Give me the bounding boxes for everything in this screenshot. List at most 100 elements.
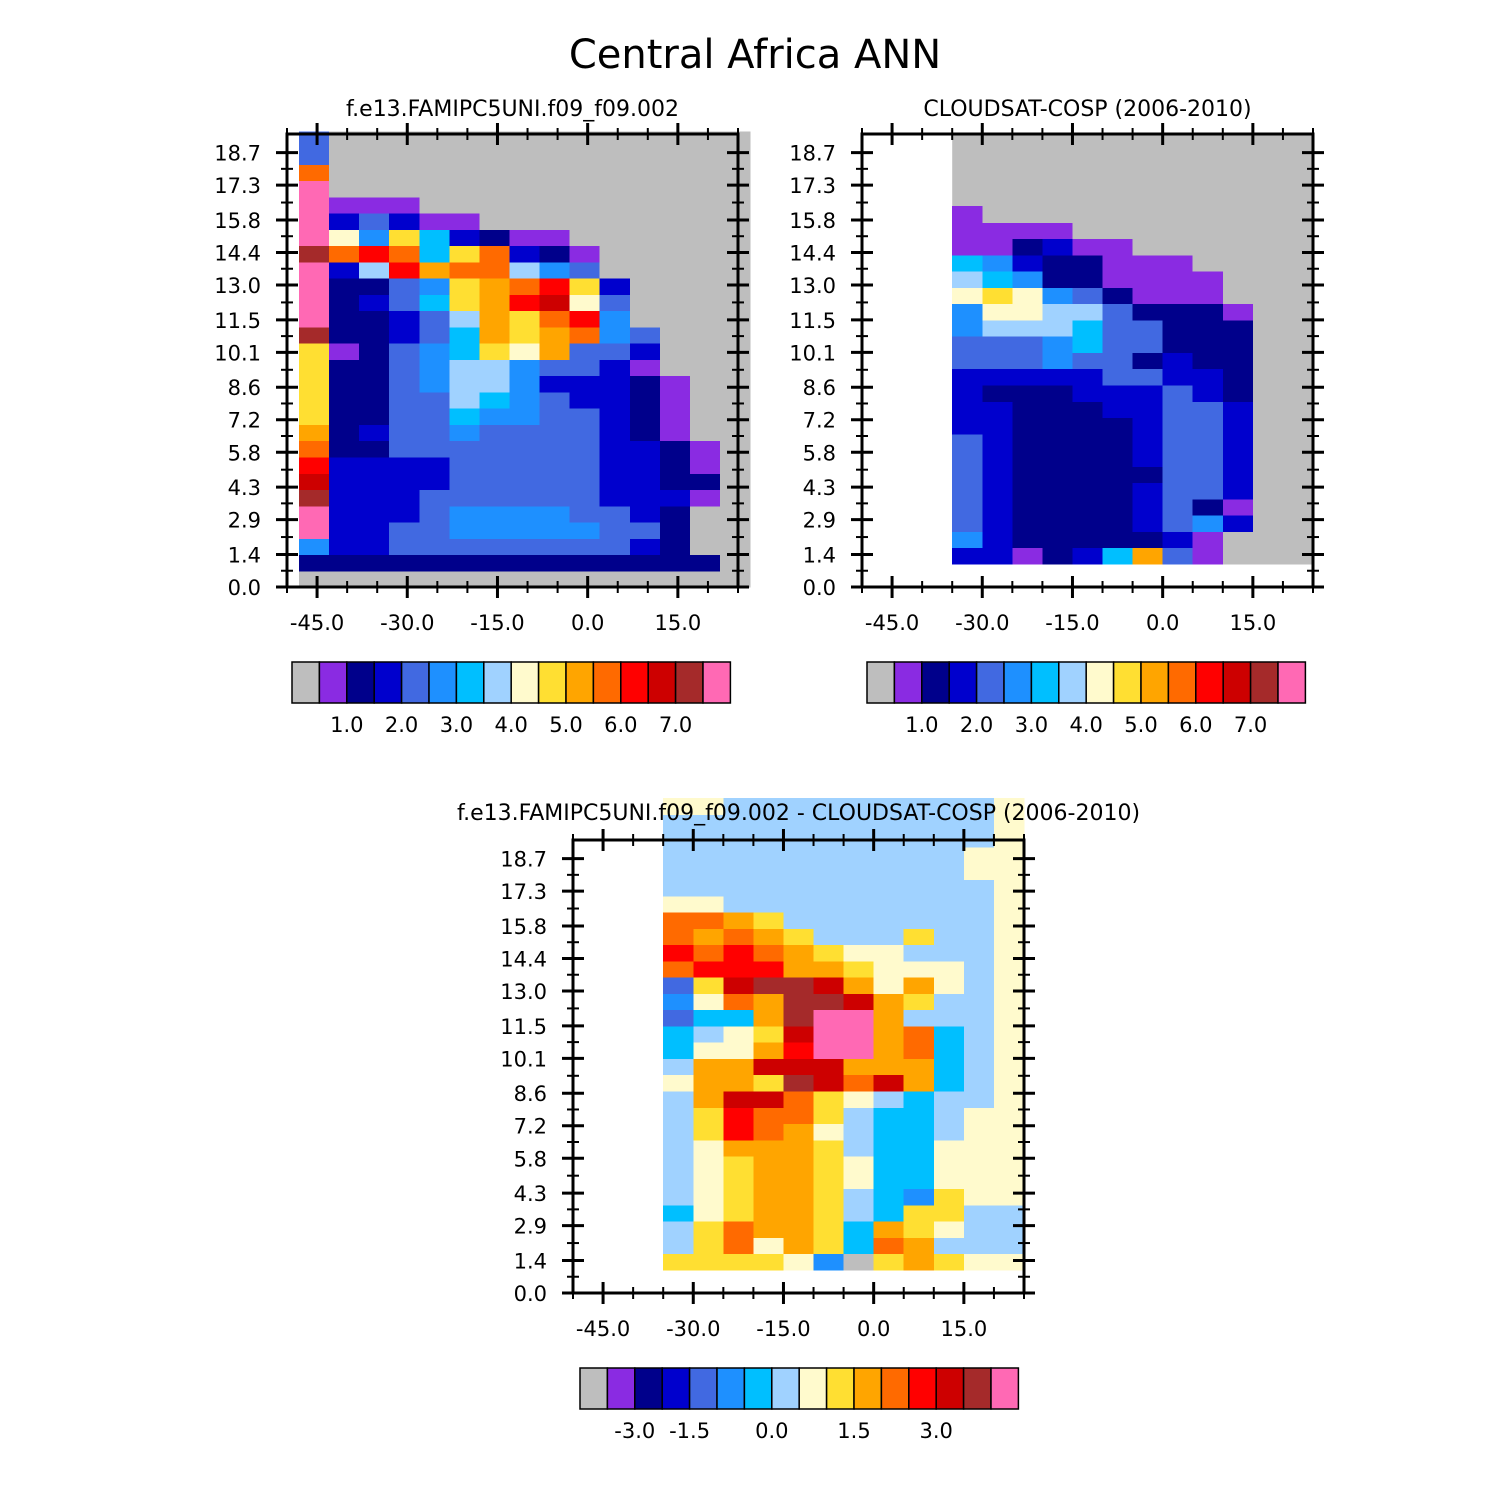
heatmap-cell	[569, 278, 601, 295]
heatmap-cell	[419, 521, 450, 539]
heatmap-cell	[963, 1107, 995, 1125]
heatmap-cell	[719, 538, 751, 556]
heatmap-cell	[449, 180, 481, 198]
heatmap-cell	[1162, 449, 1194, 467]
heatmap-cell	[1012, 206, 1043, 223]
heatmap-cell	[783, 1220, 815, 1238]
heatmap-cell	[1192, 449, 1224, 467]
heatmap-cell	[539, 570, 571, 588]
heatmap-cell	[599, 131, 631, 149]
heatmap-cell	[1012, 417, 1043, 435]
heatmap-cell	[1252, 498, 1284, 516]
heatmap-cell	[629, 343, 661, 360]
colorbar-box	[291, 661, 321, 704]
heatmap-cell	[1132, 336, 1164, 353]
heatmap-cell	[1072, 449, 1104, 467]
heatmap-cell	[982, 531, 1013, 549]
heatmap-cell	[659, 456, 691, 474]
heatmap-cell	[843, 814, 875, 832]
heatmap-cell	[723, 1042, 754, 1059]
heatmap-cell	[329, 212, 360, 230]
y-tick-label: 17.3	[214, 174, 261, 198]
heatmap-cell	[329, 294, 360, 312]
heatmap-cell	[982, 547, 1013, 565]
heatmap-cell	[479, 212, 511, 230]
heatmap-cell	[599, 229, 631, 247]
heatmap-cell	[629, 147, 661, 165]
heatmap-cell	[479, 391, 511, 409]
heatmap-cell	[719, 180, 751, 198]
heatmap-cell	[299, 538, 330, 556]
heatmap-cell	[873, 1253, 905, 1271]
y-tick-label: 7.2	[228, 409, 261, 433]
y-tick-label: 1.4	[228, 543, 261, 567]
y-tick-label: 7.2	[803, 409, 836, 433]
heatmap-cell	[753, 1155, 785, 1173]
heatmap-cell	[1162, 238, 1194, 256]
heatmap-cell	[903, 1188, 935, 1206]
heatmap-cell	[693, 1123, 724, 1141]
heatmap-cell	[299, 180, 330, 198]
heatmap-cell	[933, 928, 965, 946]
heatmap-cell	[539, 440, 571, 458]
heatmap-cell	[1252, 319, 1284, 337]
panel-title: CLOUDSAT-COSP (2006-2010)	[923, 97, 1251, 122]
heatmap-cell	[933, 895, 965, 913]
x-tick-label: -30.0	[666, 1317, 720, 1341]
heatmap-cell	[1072, 433, 1104, 451]
heatmap-cell	[753, 1237, 785, 1255]
heatmap-cell	[719, 196, 751, 214]
heatmap-cell	[689, 261, 721, 279]
heatmap-cell	[509, 570, 541, 588]
heatmap-cell	[419, 343, 450, 360]
heatmap-cell	[629, 456, 661, 474]
heatmap-cell	[629, 326, 661, 344]
heatmap-cell	[689, 408, 721, 425]
heatmap-cell	[359, 147, 390, 165]
heatmap-cell	[539, 489, 571, 507]
heatmap-cell	[599, 554, 631, 572]
heatmap-cell	[659, 521, 691, 539]
heatmap-cell	[1162, 531, 1194, 549]
heatmap-cell	[539, 310, 571, 328]
heatmap-cell	[719, 131, 751, 149]
heatmap-cell	[359, 278, 390, 295]
heatmap-cell	[982, 352, 1013, 370]
heatmap-cell	[982, 336, 1013, 353]
heatmap-cell	[539, 294, 571, 312]
heatmap-cell	[843, 1123, 875, 1141]
heatmap-cell	[689, 375, 721, 393]
heatmap-cell	[663, 879, 694, 897]
heatmap-cell	[689, 245, 721, 263]
heatmap-cell	[449, 456, 481, 474]
heatmap-cell	[359, 261, 390, 279]
heatmap-cell	[689, 164, 721, 182]
heatmap-cell	[599, 343, 631, 360]
heatmap-cell	[419, 278, 450, 295]
heatmap-cell	[783, 1188, 815, 1206]
heatmap-cell	[1132, 466, 1164, 484]
heatmap-cell	[1042, 238, 1074, 256]
y-tick-label: 15.8	[214, 209, 261, 233]
heatmap-cell	[359, 375, 390, 393]
heatmap-cell	[873, 1025, 905, 1043]
heatmap-cell	[1222, 352, 1254, 370]
heatmap-cell	[933, 1237, 965, 1255]
y-tick-label: 2.9	[803, 509, 836, 533]
heatmap-cell	[569, 489, 601, 507]
colorbar-label: 3.0	[1015, 713, 1048, 737]
heatmap-cell	[873, 960, 905, 978]
heatmap-cell	[982, 417, 1013, 435]
heatmap-cell	[873, 944, 905, 962]
heatmap-cell	[1042, 352, 1074, 370]
heatmap-cell	[479, 164, 511, 182]
heatmap-cell	[963, 1155, 995, 1173]
heatmap-cell	[723, 1172, 754, 1190]
heatmap-cell	[813, 1107, 845, 1125]
heatmap-cell	[933, 1155, 965, 1173]
heatmap-cell	[933, 1220, 965, 1238]
heatmap-cell	[1222, 384, 1254, 402]
heatmap-cell	[1132, 271, 1164, 288]
heatmap-cell	[389, 180, 420, 198]
